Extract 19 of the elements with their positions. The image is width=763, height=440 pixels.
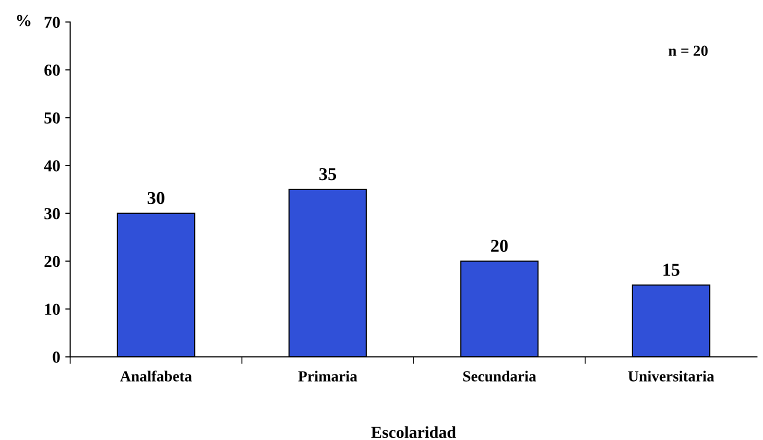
data-label: 35 [319,168,336,180]
x-tick-label: Secundaria [463,370,536,382]
y-tick-label: 10 [45,304,60,315]
y-axis-title: % [16,14,30,26]
y-tick-label: 60 [44,64,60,76]
data-label: 30 [148,192,164,204]
y-tick-label: 20 [44,256,60,268]
y-tick-label: 30 [44,208,60,220]
annotation: n = 20 [668,46,708,56]
y-tick-label: 40 [44,160,60,172]
y-tick-label: 0 [52,352,60,363]
y-tick-label: 50 [44,112,60,124]
x-axis-title: Escolaridad [371,426,456,438]
data-label: 20 [491,240,508,252]
x-tick-label: Universitaria [628,370,714,382]
x-tick-label: Analfabeta [120,370,192,382]
x-tick-label: Primaria [298,370,358,382]
y-tick-label: 70 [44,16,60,28]
data-label: 15 [663,264,680,276]
